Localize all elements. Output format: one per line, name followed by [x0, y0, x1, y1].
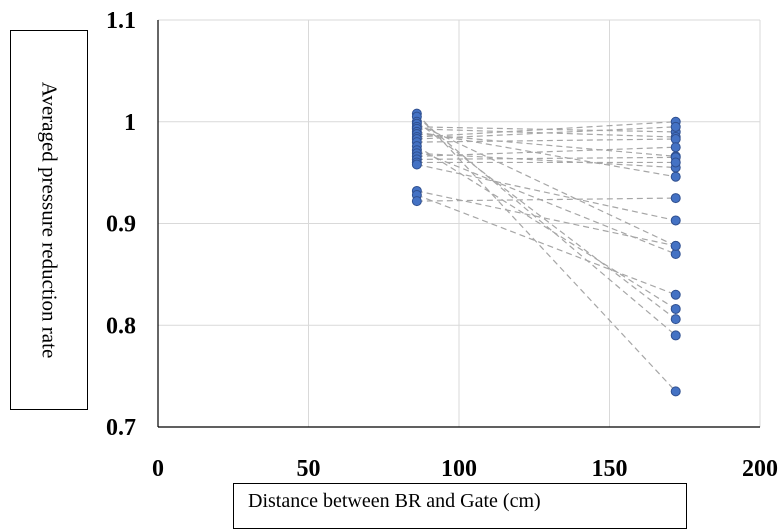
y-tick-label: 0.9 — [106, 212, 136, 238]
data-point — [670, 240, 681, 251]
connector-line — [416, 116, 677, 336]
connector-line — [416, 126, 676, 133]
connector-line — [416, 138, 676, 143]
x-tick-label: 0 — [152, 456, 164, 482]
axis-layer — [157, 20, 760, 428]
x-tick-label: 200 — [742, 456, 778, 482]
data-point — [670, 142, 681, 153]
connector-line — [416, 133, 676, 157]
x-tick-label: 50 — [297, 456, 321, 482]
data-point — [670, 289, 681, 300]
connector-line — [416, 121, 677, 320]
data-point — [670, 303, 681, 314]
connector-line — [416, 113, 677, 392]
data-point — [411, 196, 422, 207]
connector-line — [416, 152, 676, 169]
tick-label-layer: 0 50 100 150 200 0.7 0.8 0.9 1 1.1 — [106, 8, 778, 482]
y-tick-label: 1.1 — [106, 8, 136, 34]
y-tick-label: 0.8 — [106, 313, 136, 339]
connector-line — [416, 197, 676, 202]
data-point — [670, 121, 681, 132]
y-tick-label: 0.7 — [106, 415, 136, 441]
x-tick-label: 100 — [441, 456, 477, 482]
data-point — [670, 193, 681, 204]
data-point — [670, 215, 681, 226]
connector-line — [416, 163, 676, 222]
data-point — [670, 314, 681, 325]
y-tick-label: 1 — [124, 110, 136, 136]
data-point — [670, 171, 681, 182]
x-axis-label: Distance between BR and Gate (cm) — [248, 490, 541, 512]
y-axis-label: Averaged pressure reduction rate — [37, 81, 62, 359]
connector-line — [416, 121, 676, 138]
data-point — [411, 159, 422, 170]
data-point — [670, 157, 681, 168]
connector-line — [416, 146, 676, 157]
data-point — [670, 330, 681, 341]
grid-layer — [158, 19, 761, 427]
point-layer — [411, 108, 681, 397]
connector-line — [416, 123, 676, 247]
connector-line — [416, 126, 676, 140]
x-tick-label: 150 — [592, 456, 628, 482]
y-axis-label-box: Averaged pressure reduction rate — [10, 30, 88, 410]
connector-line — [416, 156, 676, 160]
connector-line — [416, 131, 676, 178]
connector-layer — [416, 113, 677, 392]
connector-line — [416, 128, 676, 138]
data-point — [670, 386, 681, 397]
connector-line — [416, 194, 676, 296]
connector-line — [416, 190, 676, 247]
x-axis-label-box: Distance between BR and Gate (cm) — [233, 483, 687, 529]
